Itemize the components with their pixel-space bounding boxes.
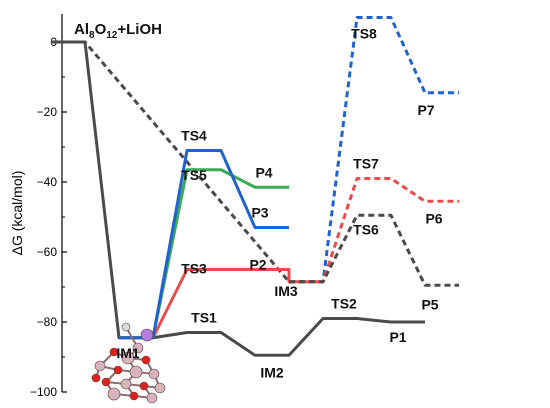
reactant-sub2: 12 xyxy=(106,30,118,41)
state-label-ts2: TS2 xyxy=(331,296,357,312)
y-tick-label: −60 xyxy=(37,245,58,259)
state-label-ts7: TS7 xyxy=(353,156,379,172)
series-line xyxy=(51,40,425,357)
axes: 0−20−40−60−80−100 xyxy=(30,14,67,399)
state-label-p1: P1 xyxy=(389,329,406,345)
series-layer xyxy=(51,16,459,357)
atom xyxy=(129,391,139,401)
series-1 xyxy=(51,40,323,284)
series-5 xyxy=(289,16,459,284)
atom xyxy=(139,381,149,391)
atom xyxy=(109,347,119,357)
state-label-ts6: TS6 xyxy=(353,221,379,237)
reactant-sub1: 8 xyxy=(89,30,95,41)
y-tick-label: −40 xyxy=(37,175,58,189)
y-tick-label: −100 xyxy=(30,385,57,399)
atom xyxy=(91,373,101,383)
atom xyxy=(140,328,154,342)
state-label-ts5: TS5 xyxy=(181,167,207,183)
series-7 xyxy=(289,213,459,287)
state-label-p4: P4 xyxy=(255,164,272,180)
atom xyxy=(120,378,132,390)
series-line xyxy=(51,40,323,284)
state-label-p3: P3 xyxy=(251,205,268,221)
reactant-label: Al8O12+LiOH xyxy=(74,21,162,41)
atom xyxy=(121,351,135,365)
atom xyxy=(129,365,143,379)
y-tick-label: −20 xyxy=(37,105,58,119)
state-label-p5: P5 xyxy=(421,296,438,312)
state-label-p2: P2 xyxy=(249,257,266,273)
state-label-ts4: TS4 xyxy=(181,128,207,144)
state-label-im3: IM3 xyxy=(274,283,298,299)
atom xyxy=(113,365,123,375)
atom xyxy=(101,377,111,387)
atom xyxy=(146,392,158,404)
state-label-p6: P6 xyxy=(425,210,442,226)
atom xyxy=(107,387,121,401)
series-line xyxy=(289,16,459,284)
series-line xyxy=(119,268,323,340)
atom xyxy=(154,382,166,394)
state-label-p7: P7 xyxy=(417,102,434,118)
atom xyxy=(148,368,160,380)
atom xyxy=(94,360,106,372)
labels-layer: IM1 TS1 IM2 TS2 P1 IM3 TS3 P2 TS5 P4 TS4 P3 TS8 P7 TS7… xyxy=(116,26,442,381)
molecule-structure-image xyxy=(91,322,166,404)
state-label-im2: IM2 xyxy=(260,364,284,380)
state-label-ts1: TS1 xyxy=(191,310,217,326)
atom xyxy=(121,322,131,332)
state-label-ts8: TS8 xyxy=(351,26,377,42)
reactant-prefix: Al xyxy=(74,21,89,38)
series-line xyxy=(289,177,459,284)
state-label-ts3: TS3 xyxy=(181,261,207,277)
atom xyxy=(141,355,151,365)
reactant-mid: O xyxy=(95,21,107,38)
y-tick-label: −80 xyxy=(37,315,58,329)
series-2 xyxy=(119,268,323,340)
reactant-suffix: +LiOH xyxy=(117,21,162,38)
state-label-im1: IM1 xyxy=(116,345,140,361)
y-axis-title: ΔG (kcal/mol) xyxy=(9,171,25,256)
atom xyxy=(132,342,144,354)
series-0 xyxy=(51,40,425,357)
